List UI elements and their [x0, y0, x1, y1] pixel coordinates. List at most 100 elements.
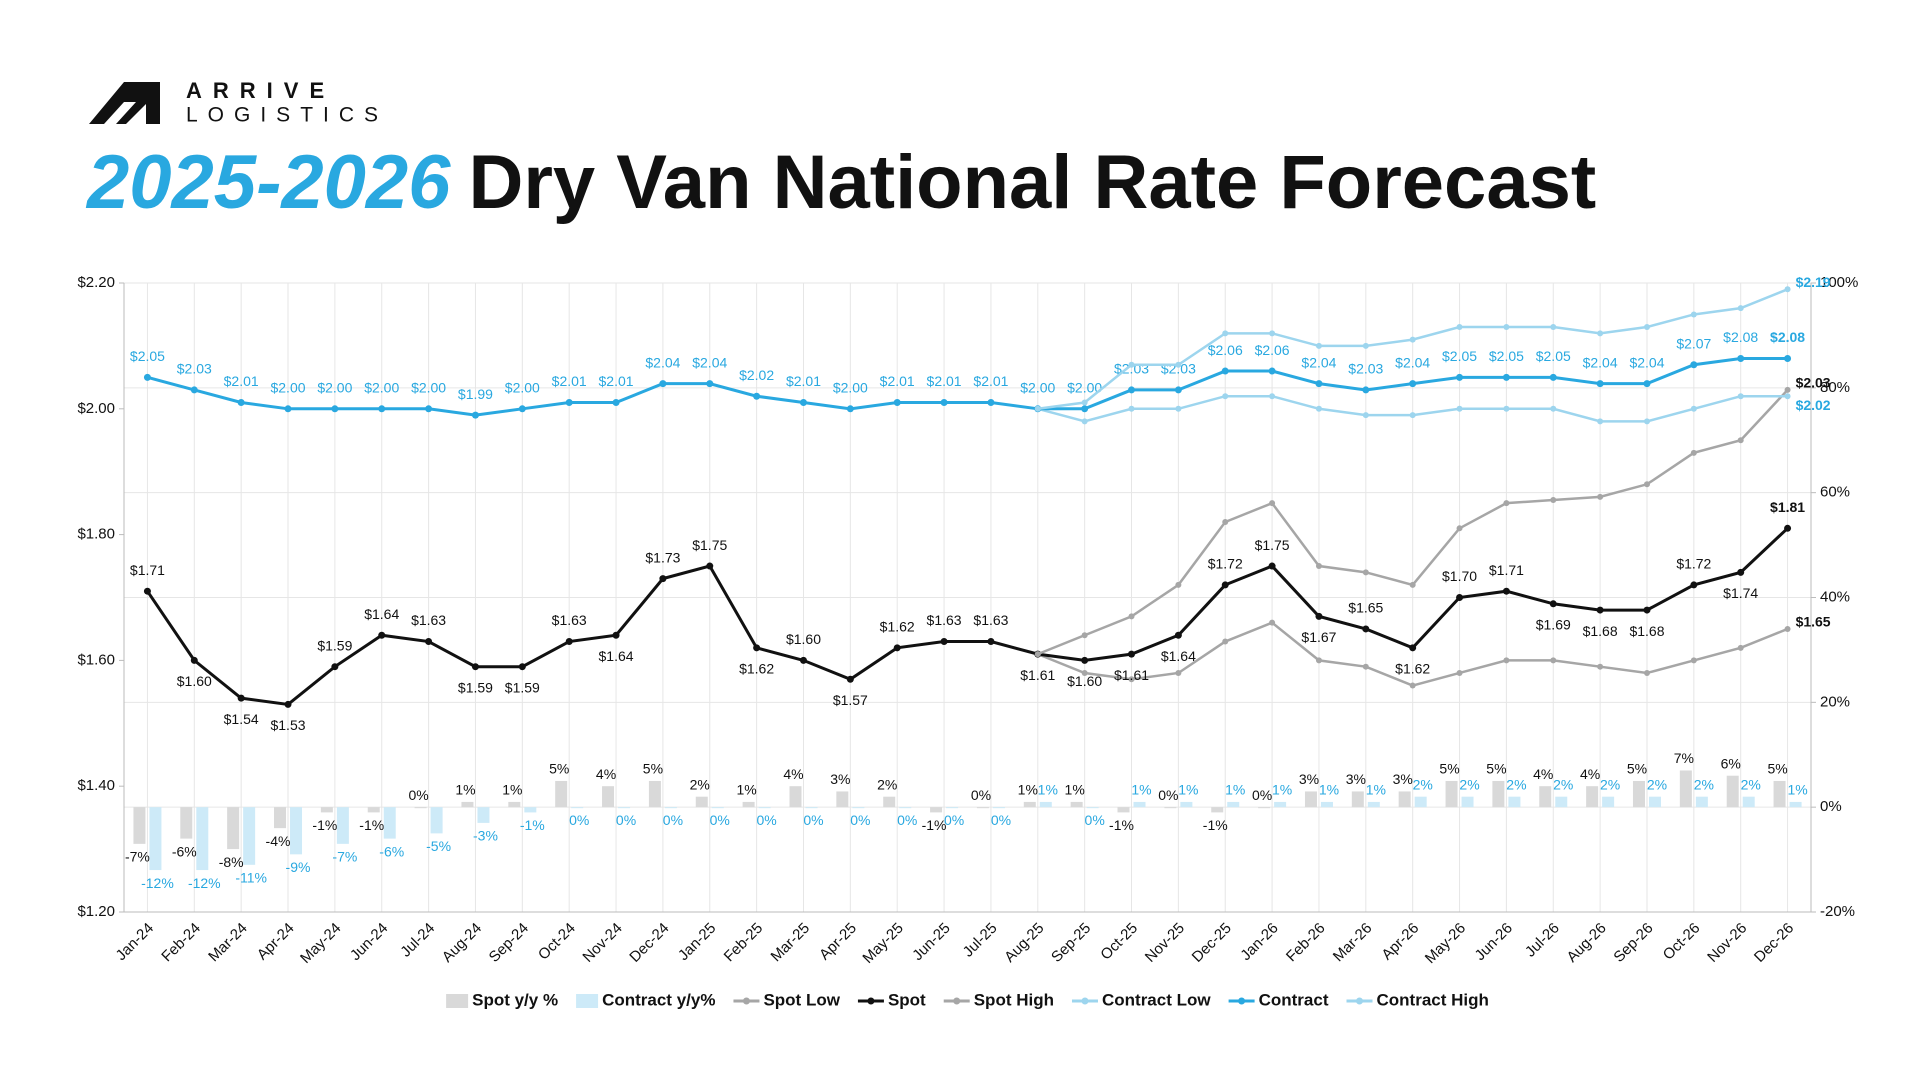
point: [1550, 657, 1557, 664]
legend-swatch: [446, 994, 469, 1008]
point: [1737, 644, 1744, 651]
point: [1362, 386, 1370, 394]
bar-label: 2%: [1413, 776, 1433, 792]
point-label: $1.72: [1208, 556, 1243, 572]
point-label: $1.62: [880, 619, 915, 635]
point-label: $1.64: [599, 648, 634, 664]
point: [1643, 418, 1650, 425]
point-label: $2.01: [786, 373, 821, 389]
point: [1456, 405, 1463, 412]
point: [1690, 657, 1697, 664]
bar: [758, 807, 771, 809]
point: [425, 638, 433, 646]
point: [1690, 361, 1698, 369]
point-label: $1.64: [1161, 648, 1196, 664]
legend-label: Spot High: [974, 990, 1054, 1009]
point: [1643, 481, 1650, 488]
bar-label: 0%: [850, 812, 870, 828]
bar: [602, 786, 615, 808]
bar: [133, 807, 146, 844]
bar-label: 4%: [1533, 766, 1553, 782]
bar-label: 1%: [1065, 782, 1085, 798]
point: [1081, 399, 1088, 406]
point-label: $2.01: [927, 373, 962, 389]
bar: [367, 807, 380, 813]
legend-swatch-dot: [867, 997, 875, 1005]
point-label: $2.01: [552, 373, 587, 389]
bar-label: 2%: [1694, 776, 1714, 792]
bar: [1632, 780, 1645, 808]
legend-item: Contract: [1228, 990, 1329, 1009]
bar-label: 5%: [643, 761, 663, 777]
bar: [320, 807, 333, 813]
point: [1690, 581, 1698, 589]
point: [1175, 361, 1182, 368]
bar-label: -1%: [922, 817, 947, 833]
bar: [555, 780, 568, 808]
bar-label: 1%: [1018, 782, 1038, 798]
bar-label: -7%: [125, 849, 150, 865]
bar: [1539, 786, 1552, 808]
point: [799, 656, 807, 664]
bar-label: 1%: [1272, 782, 1292, 798]
bar: [1117, 807, 1130, 813]
point-label: $2.03: [1348, 361, 1383, 377]
bar: [789, 786, 802, 808]
y-tick-label: $1.80: [77, 526, 115, 543]
point: [1690, 449, 1697, 456]
x-tick-label: Sep-25: [1048, 920, 1094, 966]
point: [1315, 380, 1323, 388]
bar: [477, 807, 490, 823]
point: [1175, 581, 1182, 588]
bar: [805, 807, 818, 809]
point: [1409, 682, 1416, 689]
bar: [664, 807, 677, 809]
point-label: $1.72: [1676, 556, 1711, 572]
point: [1222, 393, 1229, 400]
line: [146, 527, 1789, 707]
bar-label: 1%: [1787, 782, 1807, 798]
point-label: $1.75: [1255, 537, 1290, 553]
x-tick-label: Dec-24: [626, 920, 672, 966]
point-label: $2.04: [692, 354, 727, 370]
point: [612, 399, 620, 407]
point: [1315, 612, 1323, 620]
bar: [524, 807, 537, 813]
bar-label: 5%: [1767, 761, 1787, 777]
bar: [976, 807, 989, 809]
bar-label: 5%: [549, 761, 569, 777]
x-tick-label: Jan-26: [1237, 920, 1281, 964]
bar: [1211, 807, 1224, 813]
bar-label: 2%: [690, 776, 710, 792]
point: [1456, 594, 1464, 601]
point: [1737, 354, 1745, 362]
point: [1737, 393, 1744, 400]
point: [1315, 342, 1322, 349]
point: [284, 700, 292, 708]
point: [331, 405, 339, 413]
bar-label: 1%: [502, 782, 522, 798]
bar-label: 1%: [1038, 782, 1058, 798]
legend-label: Spot: [888, 990, 926, 1009]
line: [147, 356, 1788, 417]
bar-label: 0%: [897, 812, 917, 828]
point-label: $2.02: [739, 367, 774, 383]
point: [987, 638, 995, 646]
bar-label: 2%: [1741, 776, 1761, 792]
bar: [508, 801, 521, 808]
point: [1550, 324, 1557, 331]
bar: [430, 807, 443, 834]
point: [1222, 330, 1229, 337]
point: [1643, 324, 1650, 331]
bar: [383, 807, 396, 839]
point: [706, 380, 714, 388]
bar: [1086, 807, 1099, 809]
point: [471, 411, 479, 419]
bar: [243, 807, 256, 865]
bar: [290, 807, 303, 855]
point-label: $2.05: [1536, 348, 1571, 364]
y-tick-label: $1.20: [77, 903, 115, 920]
x-tick-label: May-24: [297, 920, 344, 967]
point: [1784, 393, 1791, 400]
legend-swatch-dot: [1238, 997, 1246, 1005]
